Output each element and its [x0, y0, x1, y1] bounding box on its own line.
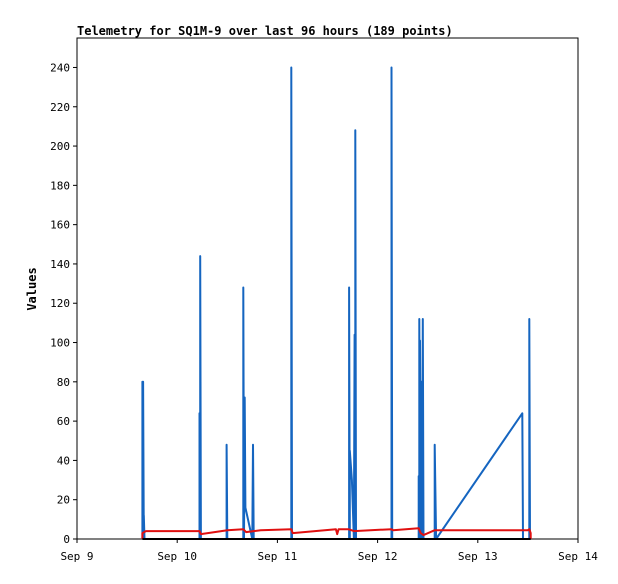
y-tick-label: 80 [57, 376, 70, 389]
y-tick-label: 120 [50, 297, 70, 310]
series-line-1 [141, 66, 531, 540]
y-tick-label: 240 [50, 61, 70, 74]
plot-area-frame [76, 37, 579, 540]
y-tick-label: 180 [50, 179, 70, 192]
x-axis: Sep 9 Sep 10 Sep 11 Sep 12 Sep 13 Sep 14 [60, 539, 598, 563]
x-tick-label: Sep 13 [458, 550, 498, 563]
x-tick-label: Sep 11 [258, 550, 298, 563]
y-axis: 0 20 40 60 80 100 120 140 160 180 200 220 240 [50, 61, 77, 546]
series-line-2 [141, 527, 532, 539]
y-tick-label: 200 [50, 140, 70, 153]
y-tick-label: 220 [50, 101, 70, 114]
y-axis-label: Values [25, 267, 39, 310]
y-tick-label: 60 [57, 415, 70, 428]
x-tick-label: Sep 9 [60, 550, 93, 563]
series-layer [141, 66, 532, 540]
chart-title: Telemetry for SQ1M-9 over last 96 hours … [77, 24, 453, 38]
y-tick-label: 40 [57, 454, 70, 467]
y-tick-label: 0 [63, 533, 70, 546]
y-tick-label: 20 [57, 494, 70, 507]
y-tick-label: 160 [50, 219, 70, 232]
x-tick-label: Sep 12 [358, 550, 398, 563]
y-tick-label: 140 [50, 258, 70, 271]
x-tick-label: Sep 10 [157, 550, 197, 563]
y-tick-label: 100 [50, 337, 70, 350]
x-tick-label: Sep 14 [558, 550, 598, 563]
